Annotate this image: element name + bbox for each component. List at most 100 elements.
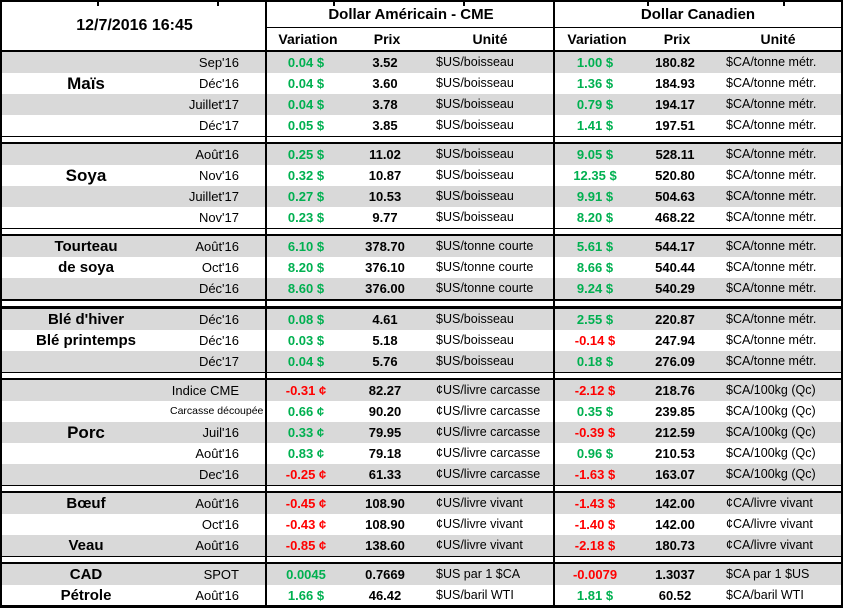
- cad-price-value: 163.07: [655, 467, 695, 482]
- column-tick: [333, 2, 335, 6]
- usd-variation-value: 0.03 $: [287, 333, 325, 348]
- cad-unit-value: $CA/tonne métr.: [726, 239, 817, 253]
- usd-unit-value: $US/boisseau: [436, 118, 514, 132]
- timestamp: 12/7/2016 16:45: [76, 17, 193, 34]
- contract-month: SPOT: [203, 567, 239, 582]
- commodity-label: Blé d'hiver: [47, 311, 125, 328]
- cad-price-value: 184.93: [655, 76, 695, 91]
- cad-unit-value: $CA/100kg (Qc): [726, 446, 816, 460]
- usd-variation-value: 8.20 $: [287, 260, 325, 275]
- usd-variation-value: 0.23 $: [287, 210, 325, 225]
- cad-variation-value: -1.43 $: [574, 496, 616, 511]
- cad-price-value: 276.09: [655, 354, 695, 369]
- cad-variation-value: 9.05 $: [576, 147, 614, 162]
- cad-variation-value: -2.18 $: [574, 538, 616, 553]
- contract-month: Nov'16: [198, 168, 239, 183]
- usd-price-value: 82.27: [368, 383, 402, 398]
- table-row: Juillet'17 0.27 $ 10.53 $US/boisseau 9.9…: [2, 186, 841, 207]
- usd-unit-value: ¢US/livre carcasse: [436, 404, 541, 418]
- cad-price-value: 520.80: [655, 168, 695, 183]
- cad-unit-value: $CA/tonne métr.: [726, 189, 817, 203]
- usd-unit-value: $US/tonne courte: [436, 260, 534, 274]
- usd-unit-value: $US/boisseau: [436, 333, 514, 347]
- contract-month: Août'16: [195, 239, 239, 254]
- commodity-label: [2, 443, 170, 464]
- table-row: Veau Août'16 -0.85 ¢ 138.60 ¢US/livre vi…: [2, 535, 841, 556]
- table-row: Blé d'hiver Déc'16 0.08 $ 4.61 $US/boiss…: [2, 309, 841, 330]
- commodity-label: [2, 464, 170, 485]
- usd-variation-value: 0.25 $: [287, 147, 325, 162]
- contract-month: Oct'16: [201, 517, 239, 532]
- cad-variation-value: -0.39 $: [574, 425, 616, 440]
- usd-price-value: 5.18: [372, 333, 398, 348]
- usd-variation-value: -0.85 ¢: [285, 538, 327, 553]
- cad-variation-value: 0.18 $: [576, 354, 614, 369]
- usd-price-value: 79.95: [368, 425, 402, 440]
- usd-price-value: 376.00: [365, 281, 405, 296]
- cad-variation-value: 12.35 $: [573, 168, 617, 183]
- usd-variation-value: 0.83 ¢: [287, 446, 325, 461]
- usd-price-value: 90.20: [368, 404, 402, 419]
- section-divider: [2, 228, 841, 236]
- cad-group-title: Dollar Canadien: [555, 2, 841, 28]
- cad-price-value: 468.22: [655, 210, 695, 225]
- cad-variation-value: -2.12 $: [574, 383, 616, 398]
- contract-month: Déc'16: [198, 333, 239, 348]
- cad-unit-value: $CA/tonne métr.: [726, 354, 817, 368]
- usd-unit-value: ¢US/livre carcasse: [436, 446, 541, 460]
- cad-variation-value: 1.36 $: [576, 76, 614, 91]
- cad-unit-value: $CA/baril WTI: [726, 588, 804, 602]
- cad-variation-value: 0.79 $: [576, 97, 614, 112]
- usd-price-value: 3.52: [372, 55, 398, 70]
- contract-month: Oct'16: [201, 260, 239, 275]
- cad-variation-value: 8.20 $: [576, 210, 614, 225]
- usd-subheader: Variation Prix Unité: [267, 28, 555, 50]
- usd-price-value: 138.60: [365, 538, 405, 553]
- usd-unit-value: ¢US/livre vivant: [436, 538, 523, 552]
- cad-variation-value: 2.55 $: [576, 312, 614, 327]
- cad-price-header: Prix: [663, 31, 691, 47]
- table-row: Dec'16 -0.25 ¢ 61.33 ¢US/livre carcasse …: [2, 464, 841, 485]
- column-tick: [463, 2, 465, 6]
- usd-unit-value: $US/boisseau: [436, 55, 514, 69]
- table-row: Carcasse découpée 0.66 ¢ 90.20 ¢US/livre…: [2, 401, 841, 422]
- commodity-label: [2, 186, 170, 207]
- table-row: Nov'17 0.23 $ 9.77 $US/boisseau 8.20 $ 4…: [2, 207, 841, 228]
- column-tick: [783, 2, 785, 6]
- usd-variation-value: 1.66 $: [287, 588, 325, 603]
- cad-price-value: 544.17: [655, 239, 695, 254]
- commodity-label: [2, 115, 170, 136]
- contract-month: Carcasse découpée: [170, 405, 264, 417]
- usd-variation-value: -0.45 ¢: [285, 496, 327, 511]
- commodity-label: Maïs: [67, 74, 105, 93]
- cad-variation-value: 1.00 $: [576, 55, 614, 70]
- contract-month: Août'16: [195, 147, 239, 162]
- commodity-label: [2, 514, 170, 535]
- usd-price-header: Prix: [373, 31, 401, 47]
- cad-price-value: 528.11: [655, 147, 695, 162]
- usd-price-value: 4.61: [372, 312, 398, 327]
- usd-variation-value: 0.04 $: [287, 97, 325, 112]
- column-tick: [647, 2, 649, 6]
- contract-month: Sep'16: [198, 55, 239, 70]
- cad-price-value: 180.73: [655, 538, 695, 553]
- contract-month: Déc'17: [198, 118, 239, 133]
- cad-unit-value: $CA/tonne métr.: [726, 55, 817, 69]
- cad-unit-value: $CA/tonne métr.: [726, 210, 817, 224]
- commodity-label: [2, 278, 170, 299]
- cad-price-value: 194.17: [655, 97, 695, 112]
- cad-unit-value: $CA/100kg (Qc): [726, 383, 816, 397]
- cad-variation-value: -0.0079: [572, 567, 618, 582]
- cad-variation-value: 9.24 $: [576, 281, 614, 296]
- usd-variation-value: 0.32 $: [287, 168, 325, 183]
- usd-unit-value: $US/tonne courte: [436, 239, 534, 253]
- usd-unit-value: $US/boisseau: [436, 76, 514, 90]
- commodity-label: [2, 144, 170, 165]
- table-row: Blé printemps Déc'16 0.03 $ 5.18 $US/boi…: [2, 330, 841, 351]
- usd-unit-header: Unité: [472, 31, 508, 47]
- contract-month: Août'16: [195, 446, 239, 461]
- cad-price-value: 1.3037: [655, 567, 695, 582]
- usd-price-value: 61.33: [368, 467, 402, 482]
- usd-price-value: 108.90: [365, 517, 405, 532]
- table-row: Pétrole Août'16 1.66 $ 46.42 $US/baril W…: [2, 585, 841, 605]
